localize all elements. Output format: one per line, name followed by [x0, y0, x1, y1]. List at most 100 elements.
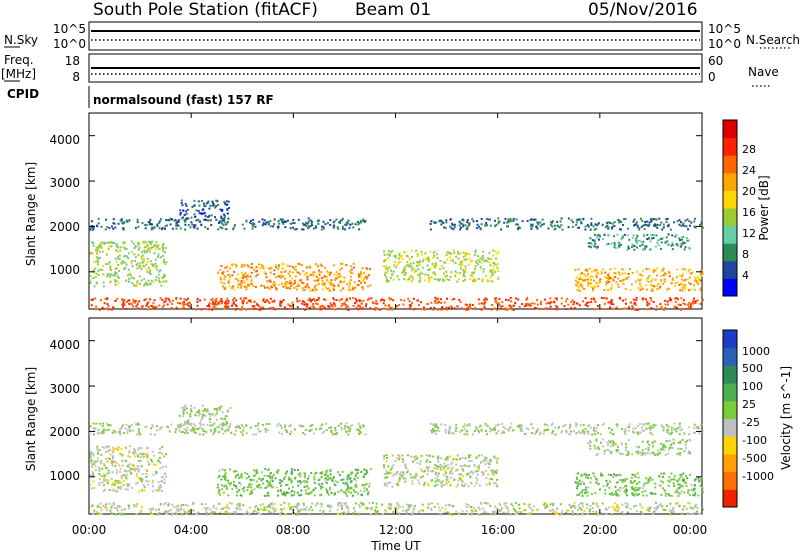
- data-cell-band-3: [139, 262, 142, 265]
- data-cell-band-8: [279, 513, 282, 516]
- data-cell-band-8: [524, 303, 527, 305]
- nsky-strip-frame: [88, 21, 703, 51]
- data-cell-band-1: [656, 226, 659, 229]
- cpid-text: normalsound (fast) 157 RF: [93, 93, 274, 107]
- data-cell-band-1: [463, 423, 466, 426]
- data-cell-band-6: [683, 480, 685, 483]
- data-cell-band-1: [687, 228, 689, 231]
- data-cell-band-1: [597, 432, 600, 435]
- data-cell-band-5: [495, 460, 498, 463]
- data-cell-band-0: [136, 423, 139, 426]
- data-cell-band-3: [105, 253, 108, 256]
- data-cell-band-8: [494, 300, 497, 303]
- data-cell-band-0: [311, 224, 313, 227]
- data-cell-band-8: [227, 302, 230, 305]
- data-cell-band-1: [645, 427, 648, 430]
- data-cell-band-7: [678, 237, 681, 240]
- data-cell-band-1: [498, 220, 501, 223]
- data-cell-band-8: [388, 297, 391, 299]
- data-cell-band-8: [648, 302, 651, 305]
- data-cell-band-8: [444, 508, 447, 511]
- data-cell-band-1: [678, 433, 681, 436]
- data-cell-band-5: [433, 254, 436, 257]
- data-cell-band-3: [137, 465, 140, 467]
- data-cell-band-4: [307, 487, 310, 490]
- data-cell-band-0: [306, 222, 309, 225]
- data-cell-band-0: [239, 427, 242, 429]
- data-cell-band-0: [289, 227, 292, 230]
- data-cell-band-4: [235, 265, 238, 268]
- data-cell-band-5: [435, 471, 438, 474]
- data-cell-band-8: [353, 507, 355, 510]
- data-cell-band-0: [305, 429, 308, 432]
- data-cell-band-8: [634, 303, 637, 306]
- data-cell-band-4: [361, 267, 363, 270]
- data-cell-band-1: [556, 224, 559, 227]
- data-cell-band-0: [362, 219, 365, 222]
- data-cell-band-4: [303, 480, 306, 482]
- data-cell-band-2: [206, 408, 209, 411]
- data-cell-band-3: [95, 272, 98, 275]
- data-cell-band-3: [158, 280, 161, 283]
- data-cell-band-1: [597, 222, 600, 225]
- data-cell-band-0: [257, 428, 260, 430]
- data-cell-band-7: [607, 242, 610, 245]
- data-cell-band-4: [299, 273, 302, 276]
- data-cell-band-6: [626, 494, 628, 497]
- data-cell-band-8: [167, 297, 170, 300]
- data-cell-band-3: [139, 479, 142, 482]
- data-cell-band-5: [436, 474, 439, 477]
- data-cell-band-0: [126, 221, 129, 223]
- data-cell-band-6: [617, 474, 620, 477]
- data-cell-band-2: [195, 219, 198, 222]
- data-cell-band-4: [262, 482, 264, 485]
- data-cell-band-4: [273, 273, 276, 276]
- data-cell-band-5: [449, 256, 451, 259]
- data-cell-band-6: [663, 278, 666, 281]
- data-cell-band-3: [131, 486, 134, 489]
- data-cell-band-0: [192, 224, 195, 227]
- data-cell-band-4: [306, 276, 309, 279]
- data-cell-band-1: [678, 219, 681, 222]
- data-cell-band-2: [202, 202, 205, 205]
- data-cell-band-6: [614, 485, 617, 488]
- data-cell-band-8: [484, 297, 487, 300]
- data-cell-band-6: [625, 477, 628, 480]
- data-cell-band-0: [148, 223, 151, 226]
- data-cell-band-6: [681, 287, 684, 290]
- data-cell-band-5: [464, 267, 467, 270]
- data-cell-band-8: [296, 297, 298, 300]
- data-cell-band-4: [368, 482, 371, 485]
- data-cell-band-7: [616, 233, 619, 236]
- data-cell-band-0: [221, 428, 224, 431]
- data-cell-band-0: [135, 423, 137, 426]
- data-cell-band-3: [103, 241, 106, 244]
- data-cell-band-4: [320, 487, 323, 490]
- data-cell-band-6: [693, 288, 696, 291]
- data-cell-band-0: [280, 427, 283, 429]
- data-cell-band-8: [692, 302, 694, 305]
- data-cell-band-3: [115, 482, 118, 485]
- data-cell-band-4: [351, 494, 354, 497]
- data-cell-band-5: [447, 466, 450, 469]
- data-cell-band-1: [654, 223, 657, 226]
- data-cell-band-8: [158, 304, 161, 307]
- data-cell-band-1: [591, 433, 594, 436]
- data-cell-band-0: [281, 218, 284, 221]
- data-cell-band-6: [661, 269, 664, 272]
- data-cell-band-5: [382, 265, 385, 268]
- data-cell-band-6: [618, 273, 621, 276]
- data-cell-band-1: [624, 433, 627, 436]
- data-cell-band-1: [479, 424, 482, 427]
- data-cell-band-8: [540, 303, 542, 306]
- data-cell-band-5: [475, 279, 478, 282]
- data-cell-band-1: [552, 430, 555, 433]
- data-cell-band-2: [179, 212, 182, 215]
- data-cell-band-4: [290, 468, 293, 471]
- data-cell-band-4: [256, 471, 259, 474]
- data-cell-band-8: [498, 297, 501, 300]
- data-cell-band-5: [414, 458, 417, 461]
- data-cell-band-4: [246, 275, 249, 278]
- data-cell-band-7: [626, 248, 629, 251]
- data-cell-band-6: [688, 281, 691, 284]
